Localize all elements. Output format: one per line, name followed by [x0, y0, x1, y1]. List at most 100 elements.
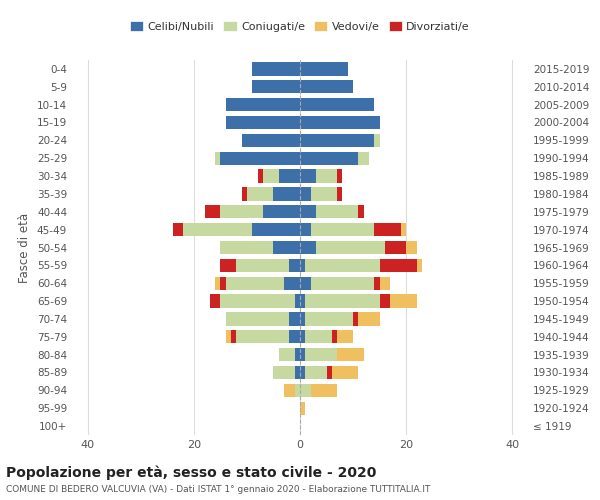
Bar	[300, 170, 316, 183]
Bar	[305, 330, 332, 344]
Bar	[300, 134, 374, 147]
Bar	[406, 241, 416, 254]
Bar	[226, 276, 284, 290]
Bar	[274, 241, 300, 254]
Bar	[305, 366, 326, 379]
Bar	[300, 402, 305, 415]
Legend: Celibi/Nubili, Coniugati/e, Vedovi/e, Divorziati/e: Celibi/Nubili, Coniugati/e, Vedovi/e, Di…	[125, 17, 475, 36]
Bar	[220, 276, 226, 290]
Bar	[358, 312, 380, 326]
Y-axis label: Fasce di età: Fasce di età	[19, 212, 31, 282]
Bar	[231, 330, 236, 344]
Bar	[236, 258, 289, 272]
Bar	[316, 241, 385, 254]
Bar	[247, 187, 274, 200]
Bar	[300, 294, 305, 308]
Bar	[220, 205, 263, 218]
Bar	[358, 152, 369, 165]
Bar	[300, 348, 305, 362]
Bar	[380, 258, 416, 272]
Bar	[305, 312, 353, 326]
Text: COMUNE DI BEDERO VALCUVIA (VA) - Dati ISTAT 1° gennaio 2020 - Elaborazione TUTTI: COMUNE DI BEDERO VALCUVIA (VA) - Dati IS…	[6, 485, 430, 494]
Bar	[300, 223, 311, 236]
Bar	[300, 152, 358, 165]
Bar	[205, 205, 220, 218]
Bar	[263, 205, 300, 218]
Bar	[289, 258, 300, 272]
Bar	[300, 276, 311, 290]
Bar	[295, 348, 300, 362]
Bar	[295, 366, 300, 379]
Bar	[226, 330, 231, 344]
Bar	[380, 294, 390, 308]
Bar	[220, 241, 274, 254]
Bar	[385, 241, 406, 254]
Bar	[263, 170, 279, 183]
Bar	[257, 170, 263, 183]
Bar	[300, 330, 305, 344]
Bar	[300, 116, 380, 129]
Bar	[215, 276, 220, 290]
Bar	[295, 294, 300, 308]
Bar	[300, 205, 316, 218]
Bar	[326, 366, 332, 379]
Y-axis label: Anni di nascita: Anni di nascita	[596, 204, 600, 291]
Text: Popolazione per età, sesso e stato civile - 2020: Popolazione per età, sesso e stato civil…	[6, 465, 376, 479]
Bar	[332, 330, 337, 344]
Bar	[337, 170, 343, 183]
Bar	[252, 62, 300, 76]
Bar	[300, 98, 374, 112]
Bar	[401, 223, 406, 236]
Bar	[220, 294, 295, 308]
Bar	[242, 134, 300, 147]
Bar	[284, 384, 295, 397]
Bar	[252, 223, 300, 236]
Bar	[300, 187, 311, 200]
Bar	[210, 294, 220, 308]
Bar	[220, 152, 300, 165]
Bar	[300, 384, 311, 397]
Bar	[374, 223, 401, 236]
Bar	[220, 258, 236, 272]
Bar	[226, 98, 300, 112]
Bar	[184, 223, 252, 236]
Bar	[374, 134, 380, 147]
Bar	[300, 241, 316, 254]
Bar	[173, 223, 184, 236]
Bar	[289, 312, 300, 326]
Bar	[226, 312, 289, 326]
Bar	[311, 187, 337, 200]
Bar	[300, 312, 305, 326]
Bar	[316, 205, 358, 218]
Bar	[337, 348, 364, 362]
Bar	[215, 152, 220, 165]
Bar	[300, 80, 353, 94]
Bar	[305, 348, 337, 362]
Bar	[311, 384, 337, 397]
Bar	[279, 348, 295, 362]
Bar	[305, 258, 380, 272]
Bar	[305, 294, 380, 308]
Bar	[390, 294, 416, 308]
Bar	[236, 330, 289, 344]
Bar	[416, 258, 422, 272]
Bar	[332, 366, 358, 379]
Bar	[380, 276, 390, 290]
Bar	[358, 205, 364, 218]
Bar	[311, 276, 374, 290]
Bar	[311, 223, 374, 236]
Bar	[374, 276, 380, 290]
Bar	[242, 187, 247, 200]
Bar	[337, 330, 353, 344]
Bar	[353, 312, 358, 326]
Bar	[295, 384, 300, 397]
Bar	[300, 366, 305, 379]
Bar	[274, 187, 300, 200]
Bar	[274, 366, 295, 379]
Bar	[300, 258, 305, 272]
Bar	[289, 330, 300, 344]
Bar	[284, 276, 300, 290]
Bar	[300, 62, 348, 76]
Bar	[337, 187, 343, 200]
Bar	[279, 170, 300, 183]
